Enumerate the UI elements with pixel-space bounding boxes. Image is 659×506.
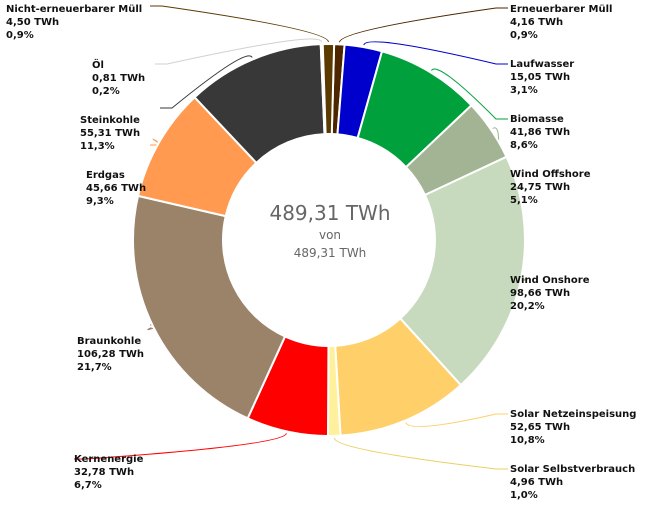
label-value: 55,31 TWh (80, 128, 141, 139)
leader-line-6 (333, 437, 508, 470)
label-oel: Öl 0,81 TWh 0,2% (92, 59, 145, 98)
label-percent: 8,6% (510, 140, 538, 151)
label-percent: 21,7% (77, 362, 112, 373)
leader-line-5 (405, 413, 508, 427)
center-total-value: 489,31 TWh (269, 201, 391, 225)
label-kernenergie: Kernenergie 32,78 TWh 6,7% (74, 453, 143, 492)
leader-line-10 (160, 55, 253, 109)
donut-slices (132, 43, 526, 438)
label-name: Nicht-erneuerbarer Müll (6, 4, 143, 15)
label-name: Wind Offshore (510, 169, 591, 180)
label-percent: 6,7% (74, 480, 102, 491)
leader-line-11 (155, 38, 323, 65)
center-connector: von (318, 228, 342, 242)
label-value: 45,66 TWh (86, 183, 147, 194)
label-value: 32,78 TWh (74, 467, 135, 478)
donut-hole (223, 134, 435, 346)
leader-line-2 (430, 68, 508, 120)
leader-lines (74, 5, 527, 470)
label-value: 4,50 TWh (6, 17, 60, 28)
label-value: 0,81 TWh (92, 73, 146, 84)
label-name: Öl (92, 60, 104, 71)
label-solar-selbstverbrauch: Solar Selbstverbrauch 4,96 TWh 1,0% (510, 463, 635, 502)
label-braunkohle: Braunkohle 106,28 TWh 21,7% (77, 335, 144, 374)
leader-line-0 (338, 7, 508, 43)
label-name: Erneuerbarer Müll (510, 4, 613, 15)
label-value: 4,96 TWh (510, 477, 564, 488)
label-erdgas: Erdgas 45,66 TWh 9,3% (86, 169, 146, 208)
leader-line-12 (150, 5, 329, 43)
label-nicht-erneuerbarer-muell: Nicht-erneuerbarer Müll 4,50 TWh 0,9% (6, 3, 142, 42)
center-reference: 489,31 TWh (293, 246, 367, 260)
label-value: 41,86 TWh (510, 127, 571, 138)
label-name: Steinkohle (80, 115, 140, 126)
label-percent: 10,8% (510, 435, 545, 446)
label-name: Kernenergie (74, 454, 144, 465)
label-solar-netzeinspeisung: Solar Netzeinspeisung 52,65 TWh 10,8% (510, 408, 636, 447)
label-percent: 9,3% (86, 196, 114, 207)
label-erneuerbarer-muell: Erneuerbarer Müll 4,16 TWh 0,9% (510, 3, 612, 42)
label-value: 24,75 TWh (510, 182, 571, 193)
label-name: Solar Selbstverbrauch (510, 464, 636, 475)
label-name: Solar Netzeinspeisung (510, 409, 637, 420)
center-total: 489,31 TWh von 489,31 TWh (230, 200, 430, 262)
label-percent: 0,2% (92, 86, 120, 97)
label-value: 15,05 TWh (510, 72, 571, 83)
label-value: 106,28 TWh (77, 349, 145, 360)
slice-12[interactable] (321, 43, 336, 136)
label-value: 52,65 TWh (510, 422, 571, 433)
label-name: Erdgas (86, 170, 125, 181)
label-percent: 11,3% (80, 141, 115, 152)
leader-line-7 (74, 433, 287, 460)
label-percent: 5,1% (510, 195, 538, 206)
leader-line-1 (363, 41, 508, 65)
label-percent: 20,2% (510, 301, 545, 312)
label-laufwasser: Laufwasser 15,05 TWh 3,1% (510, 58, 574, 97)
label-value: 4,16 TWh (510, 17, 564, 28)
label-name: Laufwasser (510, 59, 575, 70)
label-wind-offshore: Wind Offshore 24,75 TWh 5,1% (510, 168, 590, 207)
label-steinkohle: Steinkohle 55,31 TWh 11,3% (80, 114, 140, 153)
label-biomasse: Biomasse 41,86 TWh 8,6% (510, 113, 570, 152)
label-name: Biomasse (510, 114, 564, 125)
label-name: Wind Onshore (510, 275, 590, 286)
label-percent: 0,9% (6, 30, 34, 41)
label-percent: 3,1% (510, 85, 538, 96)
label-wind-onshore: Wind Onshore 98,66 TWh 20,2% (510, 274, 590, 313)
label-name: Braunkohle (77, 336, 142, 347)
label-percent: 1,0% (510, 490, 538, 501)
label-value: 98,66 TWh (510, 288, 571, 299)
label-percent: 0,9% (510, 30, 538, 41)
